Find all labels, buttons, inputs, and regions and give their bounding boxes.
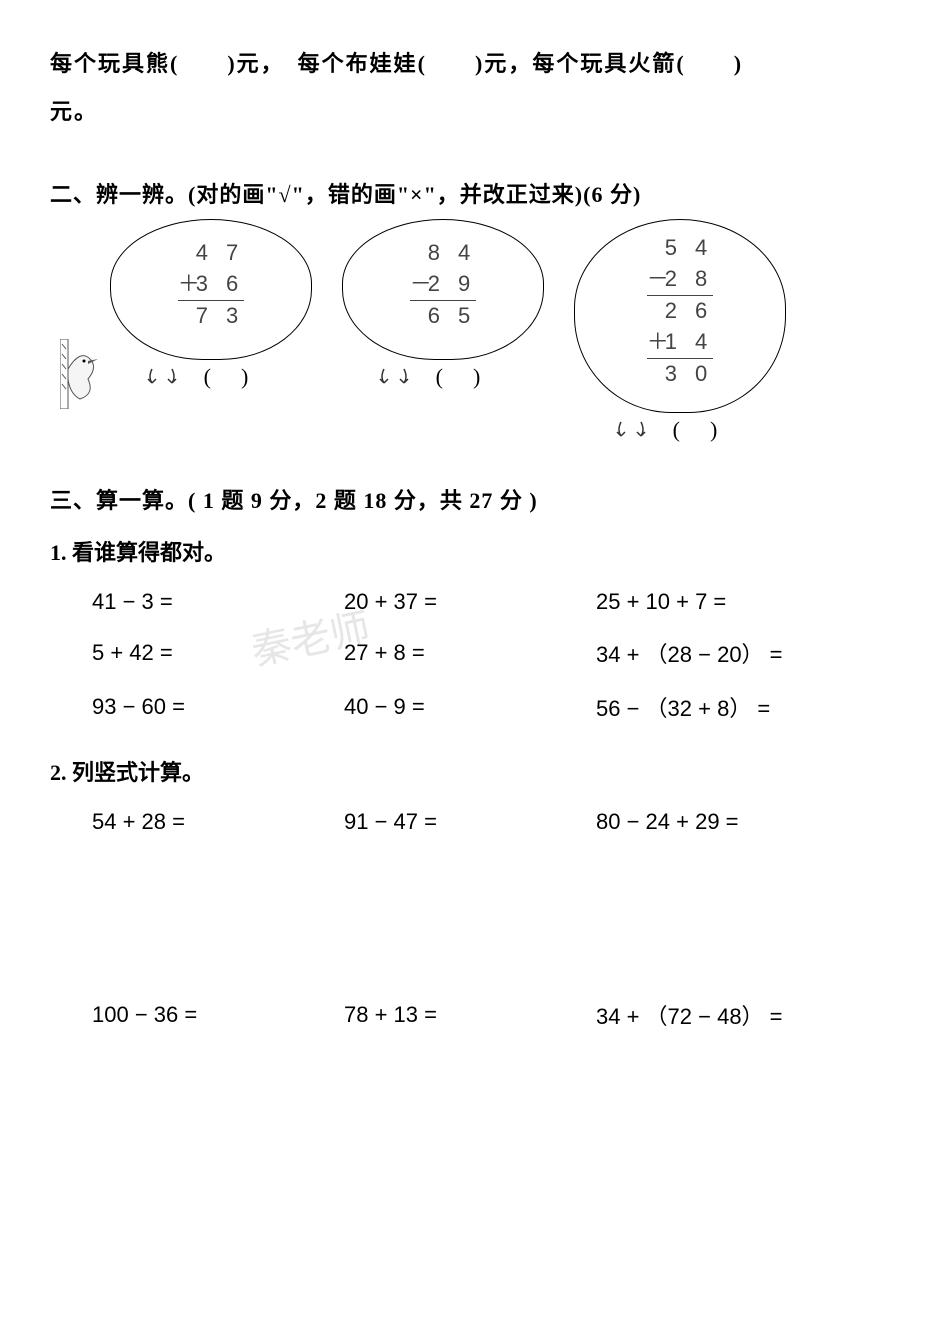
math-expr: 91 − 47 = — [344, 799, 594, 845]
mid-result: 2 6 — [665, 298, 714, 323]
math-expr: 93 − 60 = — [92, 681, 342, 733]
op — [178, 303, 196, 329]
math-expr: 40 − 9 = — [344, 681, 594, 733]
answer-blank-1[interactable]: () — [204, 364, 279, 390]
math-expr: 27 + 8 = — [344, 627, 594, 679]
op — [410, 303, 428, 329]
sub-2-title: 2. 列竖式计算。 — [50, 755, 900, 787]
sub-1-label: 1. 看谁算得都对。 — [50, 540, 226, 565]
text: )元，每个玩具火箭( — [475, 51, 686, 76]
vertical-calc-3: 5 4 －2 8 2 6 ＋1 4 3 0 — [647, 235, 714, 387]
answer-blank-3[interactable]: () — [673, 417, 748, 443]
math-expr: 56 − （32 + 8） = — [596, 681, 846, 733]
math-expr: 20 + 37 = — [344, 579, 594, 625]
math-expr: 25 + 10 + 7 = — [596, 579, 846, 625]
vertical-calc-1: 4 7 ＋3 6 7 3 — [178, 240, 245, 329]
cloud-shape: 5 4 －2 8 2 6 ＋1 4 3 0 — [574, 219, 786, 413]
rule-line — [178, 300, 245, 301]
result: 6 5 — [428, 303, 477, 328]
math-expr: 100 − 36 = — [92, 989, 342, 1041]
sub-2-label: 2. 列竖式计算。 — [50, 760, 204, 785]
cloud-shape: 8 4 －2 9 6 5 — [342, 219, 544, 360]
section-3-title: 三、算一算。( 1 题 9 分，2 题 18 分，共 27 分 ) — [50, 483, 900, 515]
judge-problem-3: 5 4 －2 8 2 6 ＋1 4 3 0 () — [574, 219, 786, 443]
table-row: 93 − 60 = 40 − 9 = 56 − （32 + 8） = — [92, 681, 846, 733]
num: 1 4 — [665, 329, 714, 354]
judge-problem-1: 4 7 ＋3 6 7 3 () — [110, 219, 312, 390]
sub-1-title: 1. 看谁算得都对。 — [50, 535, 900, 567]
table-row: 54 + 28 = 91 − 47 = 80 − 24 + 29 = — [92, 799, 846, 845]
section-2-title: 二、辨一辨。(对的画"√"，错的画"×"，并改正过来)(6 分) — [50, 177, 900, 209]
workspace-gap — [50, 847, 900, 987]
op — [647, 298, 665, 324]
answer-blank-2[interactable]: () — [436, 364, 511, 390]
cloud-feet-icon — [144, 367, 184, 387]
blank-3[interactable] — [686, 51, 734, 76]
table-row: 5 + 42 = 27 + 8 = 34 + （28 − 20） = — [92, 627, 846, 679]
text: )元， 每个布娃娃( — [227, 51, 427, 76]
op — [410, 240, 428, 266]
math-expr: 34 + （72 − 48） = — [596, 989, 846, 1041]
judge-problem-2: 8 4 －2 9 6 5 () — [342, 219, 544, 390]
op: ＋ — [178, 266, 196, 298]
math-expr: 34 + （28 − 20） = — [596, 627, 846, 679]
vertical-calc-table: 54 + 28 = 91 − 47 = 80 − 24 + 29 = — [90, 797, 848, 847]
num: 4 7 — [196, 240, 245, 265]
num: 8 4 — [428, 240, 477, 265]
cloud-feet-icon — [613, 420, 653, 440]
num: 3 6 — [196, 271, 245, 296]
fill-blank-line-1: 每个玩具熊( )元， 每个布娃娃( )元，每个玩具火箭( ) — [50, 40, 900, 88]
vertical-calc-2: 8 4 －2 9 6 5 — [410, 240, 477, 329]
text: 每个玩具熊( — [50, 51, 179, 76]
rule-line — [647, 295, 714, 296]
table-row: 100 − 36 = 78 + 13 = 34 + （72 − 48） = — [92, 989, 846, 1041]
num: 2 9 — [428, 271, 477, 296]
result: 3 0 — [665, 361, 714, 386]
vertical-calc-table-2: 100 − 36 = 78 + 13 = 34 + （72 − 48） = — [90, 987, 848, 1043]
table-row: 41 − 3 = 20 + 37 = 25 + 10 + 7 = — [92, 579, 846, 625]
result: 7 3 — [196, 303, 245, 328]
text: ) — [734, 51, 743, 76]
num: 5 4 — [665, 235, 714, 260]
math-expr: 78 + 13 = — [344, 989, 594, 1041]
math-expr: 5 + 42 = — [92, 627, 342, 679]
blank-2[interactable] — [427, 51, 475, 76]
math-expr: 80 − 24 + 29 = — [596, 799, 846, 845]
op: － — [410, 266, 428, 298]
cloud-feet-icon — [376, 367, 416, 387]
blank-1[interactable] — [179, 51, 227, 76]
cloud-shape: 4 7 ＋3 6 7 3 — [110, 219, 312, 360]
op — [647, 235, 665, 261]
math-expr: 41 − 3 = — [92, 579, 342, 625]
op: － — [647, 261, 665, 293]
op — [647, 361, 665, 387]
math-expr: 54 + 28 = — [92, 799, 342, 845]
mental-math-table: 41 − 3 = 20 + 37 = 25 + 10 + 7 = 5 + 42 … — [90, 577, 848, 735]
fill-blank-line-2: 元。 — [50, 88, 900, 136]
mental-math-block: 秦老师 41 − 3 = 20 + 37 = 25 + 10 + 7 = 5 +… — [50, 577, 900, 735]
op: ＋ — [647, 324, 665, 356]
rule-line — [410, 300, 477, 301]
num: 2 8 — [665, 266, 714, 291]
op — [178, 240, 196, 266]
woodpecker-icon — [60, 339, 100, 409]
judge-problems-row: 4 7 ＋3 6 7 3 () 8 4 －2 9 6 5 — [60, 219, 900, 443]
rule-line — [647, 358, 714, 359]
